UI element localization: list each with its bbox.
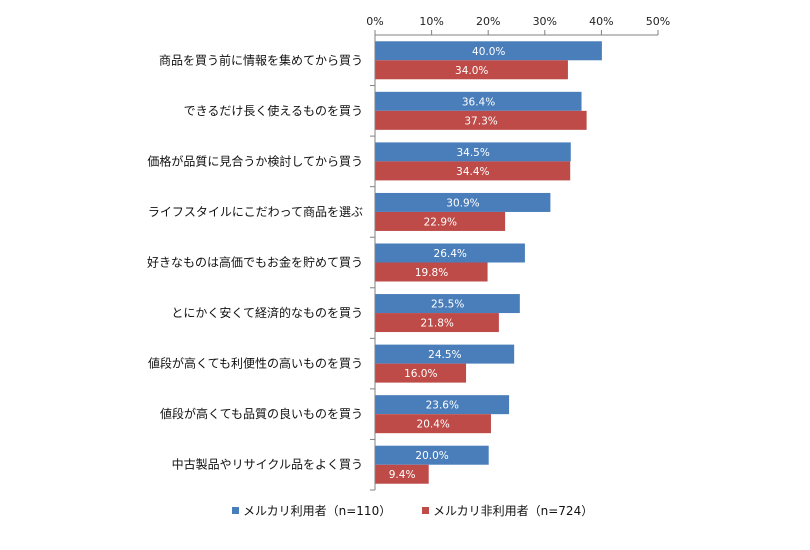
category-label: 商品を買う前に情報を集めてから買う (159, 52, 363, 67)
axes (370, 34, 658, 491)
x-axis-ticks: 0% 10% 20% 30% 40% 50% (366, 15, 670, 35)
bar-value-label: 25.5% (431, 299, 464, 311)
bar-value-label: 34.5% (456, 147, 489, 159)
x-tick-label: 40% (589, 15, 613, 28)
bar-user (375, 192, 551, 212)
bar-value-label: 34.0% (455, 65, 488, 77)
bar-value-label: 19.8% (415, 267, 448, 279)
bar-nonuser (375, 363, 467, 383)
bar-value-label: 34.4% (456, 166, 489, 178)
x-tick-label: 0% (366, 15, 383, 28)
bar-user (375, 445, 489, 465)
bar-value-label: 20.4% (417, 419, 450, 431)
bar-user (375, 395, 510, 415)
category-label: 好きなものは高価でもお金を貯めて買う (147, 255, 363, 270)
category-label: 値段が高くても品質の良いものを買う (160, 406, 363, 421)
bar-value-label: 37.3% (464, 115, 497, 127)
bar-value-label: 21.8% (421, 318, 454, 330)
bar-user (375, 142, 571, 162)
bar-nonuser (375, 313, 499, 333)
bar-nonuser (375, 414, 491, 434)
legend-label: メルカリ非利用者（n=724） (433, 504, 593, 518)
x-tick-label: 50% (646, 15, 670, 28)
category-label: 価格が品質に見合うか検討してから買う (147, 153, 363, 168)
bar-user (375, 243, 525, 263)
x-tick-label: 10% (419, 15, 443, 28)
legend-swatch (422, 507, 429, 514)
bar-value-label: 23.6% (426, 400, 459, 412)
x-tick-label: 20% (476, 15, 500, 28)
category-label: とにかく安くて経済的なものを買う (171, 305, 363, 320)
bar-value-label: 40.0% (472, 46, 505, 58)
category-label: できるだけ長く使えるものを買う (184, 103, 363, 118)
bar-value-label: 24.5% (428, 349, 461, 361)
bar-nonuser (375, 262, 488, 282)
bar-value-label: 22.9% (424, 216, 457, 228)
bar-nonuser (375, 60, 568, 80)
bar-value-label: 30.9% (446, 197, 479, 209)
category-label: ライフスタイルにこだわって商品を選ぶ (148, 204, 363, 219)
bar-value-label: 36.4% (462, 96, 495, 108)
bar-user (375, 344, 515, 364)
bar-user (375, 294, 520, 314)
legend: メルカリ利用者（n=110） メルカリ非利用者（n=724） (232, 504, 593, 518)
legend-label: メルカリ利用者（n=110） (243, 504, 391, 518)
bar-nonuser (375, 161, 571, 181)
bars: 40.0% 34.0% 36.4% 37.3% 34.5% 34.4% 30.9% 22.9%… (375, 41, 602, 484)
bar-nonuser (375, 464, 429, 484)
bar-user (375, 91, 582, 111)
category-labels: 商品を買う前に情報を集めてから買うできるだけ長く使えるものを買う価格が品質に見合… (147, 52, 363, 471)
bar-nonuser (375, 211, 506, 231)
legend-swatch (232, 507, 239, 514)
bar-user (375, 41, 602, 61)
bar-value-label: 26.4% (434, 248, 467, 260)
bar-value-label: 16.0% (404, 368, 437, 380)
bar-value-label: 9.4% (389, 469, 416, 481)
category-label: 中古製品やリサイクル品をよく買う (172, 457, 363, 472)
bar-value-label: 20.0% (415, 450, 448, 462)
x-tick-label: 30% (533, 15, 557, 28)
bar-nonuser (375, 110, 587, 130)
category-label: 値段が高くても利便性の高いものを買う (148, 356, 363, 371)
